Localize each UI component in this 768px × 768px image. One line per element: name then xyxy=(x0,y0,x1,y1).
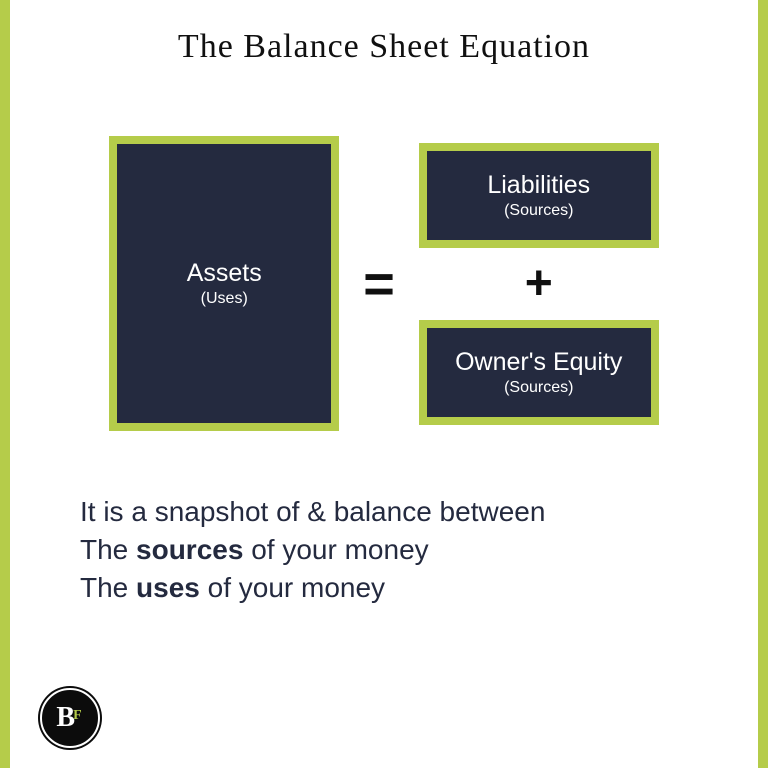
brand-logo-icon: BF xyxy=(40,688,100,748)
caption-line-3: The uses of your money xyxy=(80,569,688,607)
assets-box: Assets (Uses) xyxy=(109,136,339,431)
right-column: Liabilities (Sources) + Owner's Equity (… xyxy=(419,143,659,425)
liabilities-box: Liabilities (Sources) xyxy=(419,143,659,248)
caption-l2-post: of your money xyxy=(243,534,428,565)
plus-operator: + xyxy=(525,260,553,308)
equals-operator: = xyxy=(363,257,395,311)
caption-l3-bold: uses xyxy=(136,572,200,603)
equity-box: Owner's Equity (Sources) xyxy=(419,320,659,425)
equation-row: Assets (Uses) = Liabilities (Sources) + … xyxy=(10,136,758,431)
liabilities-title: Liabilities xyxy=(487,171,590,200)
caption-l2-bold: sources xyxy=(136,534,243,565)
caption-l3-pre: The xyxy=(80,572,136,603)
logo-sup: F xyxy=(73,708,82,724)
equity-sub: (Sources) xyxy=(504,379,573,397)
caption-line-2: The sources of your money xyxy=(80,531,688,569)
caption-block: It is a snapshot of & balance between Th… xyxy=(10,493,758,606)
liabilities-sub: (Sources) xyxy=(504,202,573,220)
caption-l2-pre: The xyxy=(80,534,136,565)
equity-title: Owner's Equity xyxy=(455,348,622,377)
caption-line-1: It is a snapshot of & balance between xyxy=(80,493,688,531)
caption-l3-post: of your money xyxy=(200,572,385,603)
assets-sub: (Uses) xyxy=(201,290,248,308)
assets-title: Assets xyxy=(187,259,262,288)
page-title: The Balance Sheet Equation xyxy=(10,0,758,66)
